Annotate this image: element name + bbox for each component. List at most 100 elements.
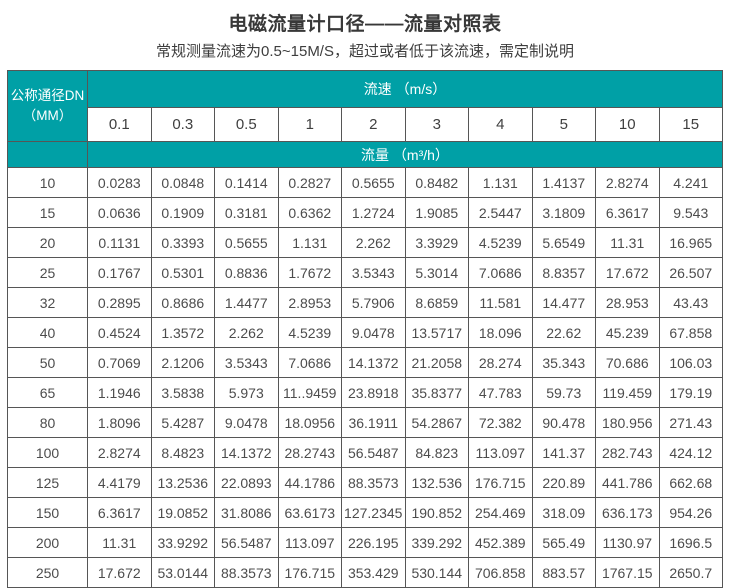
flow-cell: 113.097 — [468, 437, 533, 468]
flow-cell: 5.4287 — [150, 407, 215, 438]
flow-cell: 44.1786 — [277, 467, 342, 498]
flow-band-corner-cell — [7, 141, 88, 168]
flow-cell: 1.131 — [468, 167, 533, 198]
flow-cell: 132.536 — [404, 467, 469, 498]
flow-cell: 190.852 — [404, 497, 469, 528]
velocity-band-header: 流速 （m/s） — [87, 70, 723, 108]
flow-cell: 3.1809 — [531, 197, 596, 228]
table-row: 150 6.3617 19.0852 31.8086 63.6173 127.2345 19… — [7, 497, 723, 528]
flow-cell: 9.543 — [658, 197, 723, 228]
flow-cell: 7.0686 — [277, 347, 342, 378]
flow-cell: 14.477 — [531, 287, 596, 318]
flow-band-header: 流量 （m³/h） — [87, 141, 723, 168]
flow-cell: 70.686 — [595, 347, 660, 378]
flow-cell: 22.62 — [531, 317, 596, 348]
flow-cell: 11.31 — [87, 527, 152, 558]
flow-cell: 11..9459 — [277, 377, 342, 408]
flow-cell: 1.8096 — [87, 407, 152, 438]
flow-cell: 7.0686 — [468, 257, 533, 288]
flow-cell: 23.8918 — [341, 377, 406, 408]
flow-cell: 2.5447 — [468, 197, 533, 228]
flow-cell: 113.097 — [277, 527, 342, 558]
flow-cell: 1130.97 — [595, 527, 660, 558]
flow-cell: 47.783 — [468, 377, 533, 408]
table-row: 50 0.7069 2.1206 3.5343 7.0686 14.1372 21.2058… — [7, 347, 723, 378]
dn-cell: 20 — [7, 227, 88, 258]
flow-cell: 180.956 — [595, 407, 660, 438]
flow-cell: 0.1767 — [87, 257, 152, 288]
flow-cell: 84.823 — [404, 437, 469, 468]
dn-cell: 10 — [7, 167, 88, 198]
velocity-values-row: 0.1 0.3 0.5 1 2 3 4 5 10 15 — [8, 107, 723, 142]
flow-cell: 8.8357 — [531, 257, 596, 288]
header-row-velocity-band: 公称通径DN （MM） 流速 （m/s） — [7, 70, 723, 142]
flow-cell: 35.343 — [531, 347, 596, 378]
flow-cell: 5.973 — [214, 377, 279, 408]
flow-cell: 706.858 — [468, 557, 533, 588]
flow-cell: 9.0478 — [214, 407, 279, 438]
corner-header-line1: 公称通径DN — [10, 88, 85, 104]
flow-cell: 176.715 — [277, 557, 342, 588]
flow-cell: 3.5343 — [214, 347, 279, 378]
flow-cell: 88.3573 — [341, 467, 406, 498]
flow-cell: 8.4823 — [150, 437, 215, 468]
flow-cell: 0.0636 — [87, 197, 152, 228]
flow-cell: 43.43 — [658, 287, 723, 318]
flow-cell: 0.1131 — [87, 227, 152, 258]
velocity-value: 0.1 — [87, 107, 152, 142]
flow-cell: 179.19 — [658, 377, 723, 408]
table-row: 15 0.0636 0.1909 0.3181 0.6362 1.2724 1.9085 2.… — [7, 197, 723, 228]
flow-cell: 18.0956 — [277, 407, 342, 438]
flow-cell: 17.672 — [595, 257, 660, 288]
flow-cell: 0.0848 — [150, 167, 215, 198]
velocity-value: 0.5 — [214, 107, 279, 142]
flow-cell: 36.1911 — [341, 407, 406, 438]
flow-cell: 282.743 — [595, 437, 660, 468]
table-row: 65 1.1946 3.5838 5.973 11..9459 23.8918 35.837… — [7, 377, 723, 408]
flow-cell: 22.0893 — [214, 467, 279, 498]
flow-cell: 1767.15 — [595, 557, 660, 588]
flow-cell: 28.953 — [595, 287, 660, 318]
table-row: 200 11.31 33.9292 56.5487 113.097 226.195 339.… — [7, 527, 723, 558]
flow-cell: 441.786 — [595, 467, 660, 498]
flow-cell: 2650.7 — [658, 557, 723, 588]
flow-cell: 13.2536 — [150, 467, 215, 498]
flow-cell: 1.3572 — [150, 317, 215, 348]
flow-cell: 33.9292 — [150, 527, 215, 558]
flow-cell: 90.478 — [531, 407, 596, 438]
flow-cell: 318.09 — [531, 497, 596, 528]
flow-cell: 271.43 — [658, 407, 723, 438]
corner-header-line2: （MM） — [22, 108, 73, 123]
dn-cell: 25 — [7, 257, 88, 288]
velocity-value: 1 — [277, 107, 342, 142]
velocity-value: 0.3 — [150, 107, 215, 142]
flow-cell: 31.8086 — [214, 497, 279, 528]
flow-cell: 0.8836 — [214, 257, 279, 288]
flow-cell: 1.4137 — [531, 167, 596, 198]
dn-cell: 32 — [7, 287, 88, 318]
flow-cell: 1.1946 — [87, 377, 152, 408]
flow-cell: 1.131 — [277, 227, 342, 258]
flow-cell: 59.73 — [531, 377, 596, 408]
flow-cell: 1.2724 — [341, 197, 406, 228]
table-row: 125 4.4179 13.2536 22.0893 44.1786 88.3573 132… — [7, 467, 723, 498]
flow-cell: 5.7906 — [341, 287, 406, 318]
flow-cell: 0.4524 — [87, 317, 152, 348]
flow-cell: 8.6859 — [404, 287, 469, 318]
flow-cell: 1696.5 — [658, 527, 723, 558]
flow-cell: 54.2867 — [404, 407, 469, 438]
flow-cell: 141.37 — [531, 437, 596, 468]
flow-cell: 0.3181 — [214, 197, 279, 228]
flow-cell: 4.4179 — [87, 467, 152, 498]
flow-cell: 2.8274 — [87, 437, 152, 468]
flow-cell: 0.1414 — [214, 167, 279, 198]
flow-cell: 16.965 — [658, 227, 723, 258]
dn-cell: 200 — [7, 527, 88, 558]
table-row: 100 2.8274 8.4823 14.1372 28.2743 56.5487 84.8… — [7, 437, 723, 468]
dn-cell: 250 — [7, 557, 88, 588]
flow-cell: 452.389 — [468, 527, 533, 558]
table-row: 20 0.1131 0.3393 0.5655 1.131 2.262 3.3929 4.52… — [7, 227, 723, 258]
flow-cell: 9.0478 — [341, 317, 406, 348]
flow-cell: 28.2743 — [277, 437, 342, 468]
flow-cell: 6.3617 — [595, 197, 660, 228]
